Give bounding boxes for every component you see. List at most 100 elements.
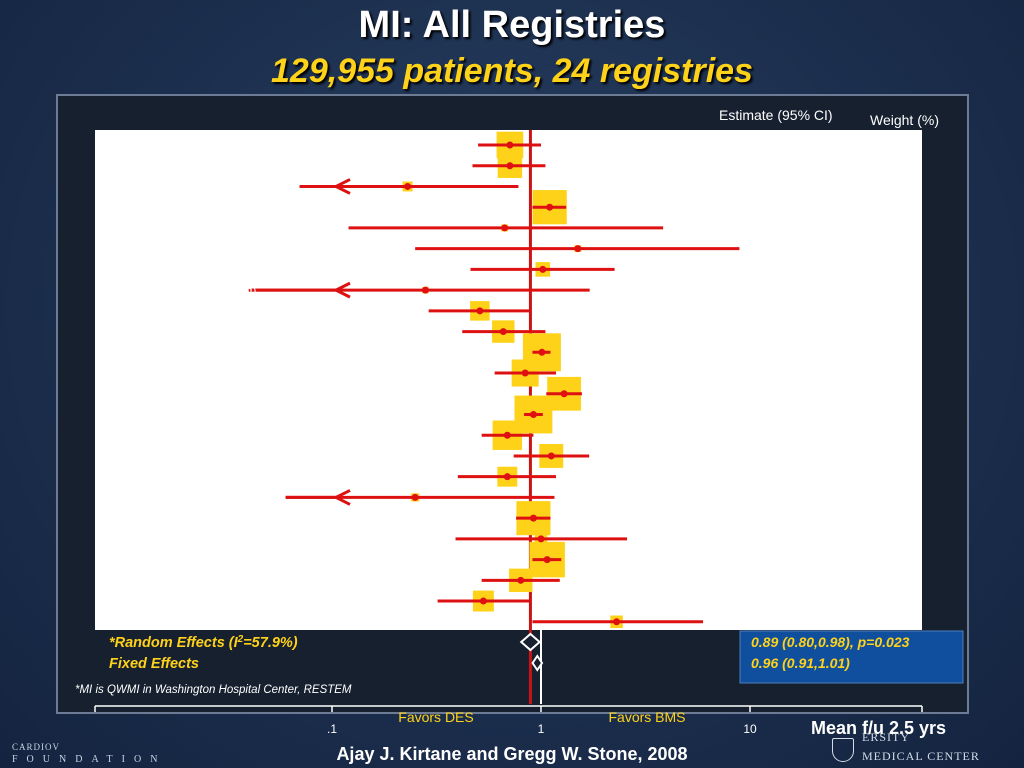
study-point — [501, 224, 509, 232]
study-ci-arrow-icon — [332, 281, 351, 299]
study-weight-text: 1.10 — [874, 534, 896, 546]
study-ci-text: 0.71 (0.47, 1.05) — [760, 161, 845, 173]
study-weight-text: 5.01 — [874, 141, 896, 153]
study-ci-text: 1.02 (0.46, 2.25) — [760, 265, 845, 277]
favors-des-label: Favors DES — [398, 709, 473, 725]
study-weight-text: 8.02 — [874, 389, 896, 401]
study-point — [421, 286, 429, 294]
footnote: *MI is QWMI in Washington Hospital Cente… — [75, 684, 352, 696]
study-name: GHOST (adjusted) — [107, 449, 206, 463]
study-point — [539, 265, 547, 273]
medical-center-logo-line1: ERSITY — [862, 730, 910, 744]
study-ci-text: 1.10 (0.91, 1.32) — [760, 203, 845, 215]
forest-plot-area — [95, 130, 922, 630]
crest-icon — [832, 738, 854, 762]
study-point — [517, 576, 525, 584]
x-axis-tick-label: 1 — [538, 722, 545, 736]
study-ci-text: 1.50 (0.25, 8.90) — [760, 244, 845, 256]
study-ci-text: 0.25 (0.06, 1.16) — [760, 493, 845, 505]
study-ci-text: 0.67 (0.12, 3.84) — [760, 223, 845, 235]
study-point — [503, 473, 511, 481]
study-ci-text: 0.92 (0.76, 1.11) — [760, 514, 844, 526]
study-point — [476, 307, 484, 315]
header-estimate: Estimate (95% CI) — [719, 107, 833, 123]
study-weight-text: 1.11 — [874, 617, 896, 629]
study-ci-text: 1.00 (0.39, 2.58) — [760, 534, 845, 546]
medical-center-logo: ERSITY MEDICAL CENTER — [832, 730, 980, 764]
study-ci-text: 0.28 (0.04, 1.71) — [760, 286, 845, 298]
study-ci-text: 1.29 (1.06, 1.57) — [760, 389, 845, 401]
study-name: McMaster STEMI (adjusted) — [107, 284, 256, 298]
study-point — [543, 556, 551, 564]
slide-subtitle: 129,955 patients, 24 registries — [271, 52, 753, 90]
study-weight-text: 10.17 — [874, 348, 903, 360]
study-point — [529, 410, 537, 418]
study-name: SCAAR (adjusted) — [107, 346, 205, 360]
study-point — [411, 493, 419, 501]
study-name: ARTS II (from RCT) — [107, 595, 212, 609]
study-name: DEScover (unadjusted) — [107, 470, 231, 484]
study-name: Wake Forest (adjusted) — [107, 367, 231, 381]
header-weight: Weight (%) — [870, 112, 939, 128]
summary-diamond — [519, 632, 542, 652]
study-ci-text: 1.01 (0.91, 1.11) — [760, 348, 844, 360]
study-ci-arrow-icon — [332, 178, 351, 195]
medical-center-logo-line2: MEDICAL CENTER — [862, 749, 980, 763]
study-ci-text: 0.69 (0.52, 0.92) — [760, 431, 845, 443]
study-weight-text: 4.03 — [874, 451, 896, 463]
study-point — [546, 203, 554, 211]
summary-diamond — [531, 654, 544, 672]
study-point — [529, 514, 537, 522]
study-ci-text: 0.53 (0.32, 0.88) — [760, 597, 845, 609]
study-weight-text: 3.86 — [874, 576, 896, 588]
summary-label: *Random Effects (I2=57.9%) — [109, 634, 298, 651]
study-weight-text: 4.21 — [874, 161, 896, 173]
study-name: Ontario (matched) — [107, 201, 204, 215]
study-name: Germany Metabolic Syndrome — [107, 180, 269, 194]
summary-label: Fixed Effects — [109, 656, 199, 672]
study-name: Mayo FFR Substudy — [107, 221, 216, 235]
study-name: Italian Diabetic Multivessel (adjusted) — [107, 263, 305, 277]
x-axis-tick-label: .1 — [327, 722, 337, 736]
foundation-logo-line2: FOUNDATION — [12, 754, 167, 765]
favors-bms-label: Favors BMS — [608, 709, 685, 725]
study-weight-text: 1.50 — [874, 265, 896, 277]
study-name: Western Denmark (adjusted) — [107, 387, 260, 401]
study-point — [404, 182, 412, 190]
study-name: ACUITY (from RCT) — [107, 553, 214, 567]
study-name: Washington Hosp Center (matched) — [107, 304, 298, 318]
study-weight-text: 2.80 — [874, 472, 896, 484]
foundation-logo: CARDIOV FOUNDATION — [12, 742, 166, 765]
study-ci-text: 1.07 (0.91, 1.25) — [760, 555, 845, 567]
study-name: Brazil Large Vessels — [107, 242, 216, 256]
summary-result-text: 0.89 (0.80,0.98), p=0.023 — [751, 634, 910, 650]
citation-footer: Ajay J. Kirtane and Gregg W. Stone, 2008 — [336, 744, 688, 764]
study-point — [538, 348, 546, 356]
study-weight-text: 8.90 — [874, 555, 896, 567]
study-weight-text: 0.30 — [874, 286, 896, 298]
study-name: NHLBI (off label, adjusted) — [107, 139, 248, 153]
study-weight-text: 6.10 — [874, 431, 896, 443]
study-weight-text: 8.18 — [874, 514, 896, 526]
study-ci-text: 0.71 (0.50, 1.00) — [760, 141, 845, 153]
study-point — [537, 535, 545, 543]
study-ci-text: 0.66 (0.42, 1.05) — [760, 327, 845, 339]
study-point — [499, 328, 507, 336]
study-name: ERACI III (from RCT) — [107, 615, 220, 629]
study-point — [574, 245, 582, 253]
study-point — [547, 452, 555, 460]
summary-result-text: 0.96 (0.91,1.01) — [751, 655, 850, 671]
study-ci-text: 0.92 (0.83, 1.02) — [760, 410, 845, 422]
study-point — [479, 597, 487, 605]
study-weight-text: 10.10 — [874, 410, 903, 422]
foundation-logo-line1: CARDIOV — [12, 742, 61, 752]
study-ci-text: 0.23 (0.07, 0.78) — [760, 182, 845, 194]
mean-followup-label: Mean f/u 2.5 yrs — [811, 718, 947, 738]
study-weight-text: 3.55 — [874, 327, 896, 339]
study-weight-text: 8.26 — [874, 203, 896, 215]
study-weight-text: 2.69 — [874, 306, 896, 318]
study-name: Cedars Acute MI — [107, 491, 196, 505]
study-name: Asan Korea (adjusted) — [107, 325, 226, 339]
study-weight-text: 0.35 — [874, 223, 896, 235]
